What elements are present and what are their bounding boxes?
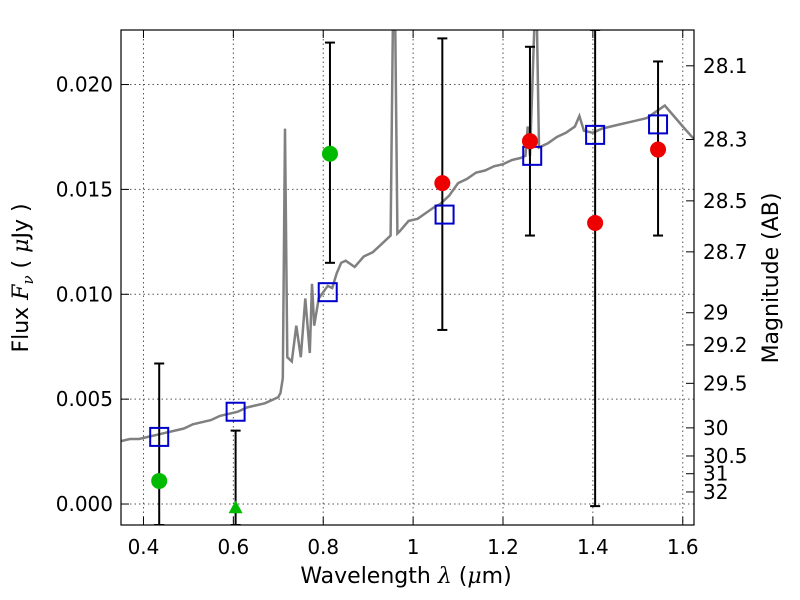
y2-tick-label: 29 — [703, 301, 728, 325]
observed-circle — [587, 214, 604, 231]
x-axis-label: Wavelength λ (μm) — [300, 564, 511, 589]
observed-high-circle — [151, 472, 168, 489]
y-ticks: 0.000 0.005 0.010 0.015 0.020 — [56, 73, 129, 516]
model-point-square — [317, 282, 338, 303]
x-ticks: 0.4 0.6 0.8 1 1.2 1.4 1.6 — [128, 30, 699, 559]
y2-tick-label: 28.7 — [703, 240, 748, 264]
model-point-square — [149, 426, 170, 447]
grid-lines — [121, 30, 694, 525]
model-point-square — [585, 124, 606, 145]
y-tick-label: 0.015 — [56, 177, 113, 201]
y2-tick-label: 31 — [703, 462, 728, 486]
y2-tick-label: 32 — [703, 480, 728, 504]
error-bar — [590, 30, 601, 508]
y2-tick-label: 28.5 — [703, 189, 748, 213]
y2-axis-label: Magnitude (AB) — [759, 193, 784, 364]
x-tick-label: 1.6 — [667, 535, 699, 559]
model-point-square — [648, 114, 669, 135]
observed-circle — [650, 141, 667, 158]
y-tick-label: 0.010 — [56, 282, 113, 306]
plot-frame — [120, 29, 695, 526]
y2-tick-label: 29.2 — [703, 333, 748, 357]
y-tick-label: 0.020 — [56, 73, 113, 97]
x-tick-label: 1.2 — [487, 535, 519, 559]
x-tick-label: 1.4 — [577, 535, 609, 559]
upper-limit-triangle — [228, 500, 243, 514]
y-tick-label: 0.005 — [56, 387, 113, 411]
observed-circle — [521, 133, 538, 150]
y2-tick-label: 30.5 — [703, 444, 748, 468]
model-point-square — [434, 204, 455, 225]
error-bars — [154, 30, 664, 525]
y2-tick-label: 30 — [703, 416, 728, 440]
y-tick-label: 0.000 — [56, 492, 113, 516]
x-tick-label: 0.8 — [307, 535, 339, 559]
observed-high-circle — [321, 145, 338, 162]
y2-tick-label: 29.5 — [703, 371, 748, 395]
y2-tick-label: 28.3 — [703, 128, 748, 152]
data-markers — [149, 114, 669, 514]
x-tick-label: 0.6 — [217, 535, 249, 559]
plot-area — [121, 30, 694, 525]
model-spectrum-line — [121, 30, 694, 443]
y-axis-label: Flux Fν ( μJy ) — [9, 203, 37, 352]
x-tick-label: 1 — [407, 535, 420, 559]
model-point-square — [225, 401, 246, 422]
x-tick-label: 0.4 — [128, 535, 160, 559]
observed-circle — [434, 175, 451, 192]
y2-tick-label: 28.1 — [703, 54, 748, 78]
error-bar — [154, 362, 165, 525]
